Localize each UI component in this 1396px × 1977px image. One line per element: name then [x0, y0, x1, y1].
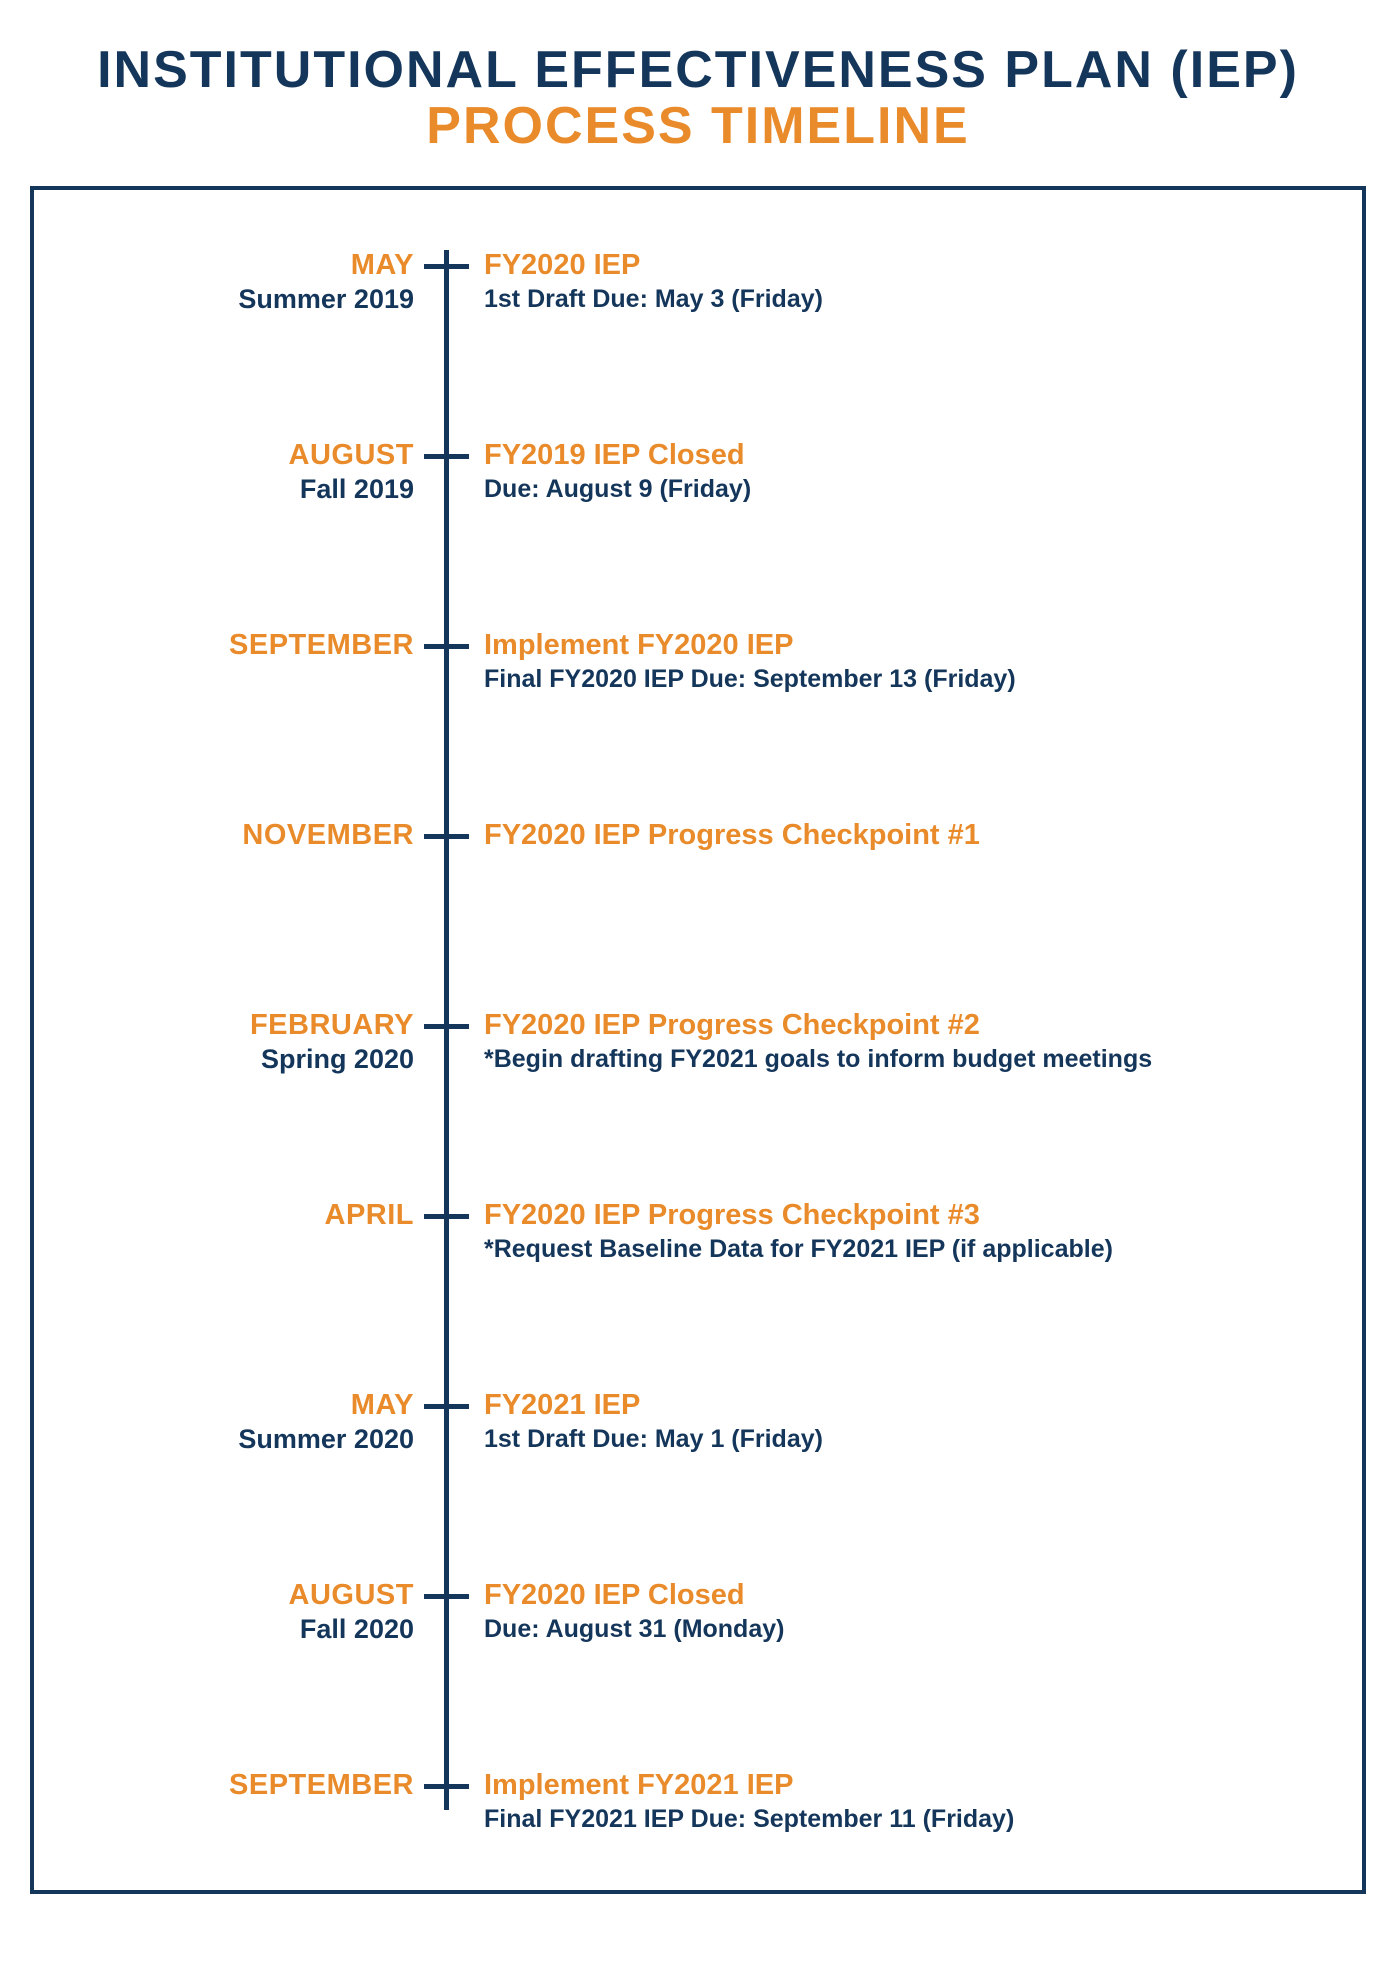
entry-season: Fall 2020: [74, 1614, 414, 1645]
entry-month: MAY: [74, 250, 414, 282]
tick-mark: [424, 1214, 469, 1219]
entry-right: FY2021 IEP1st Draft Due: May 1 (Friday): [484, 1390, 1322, 1454]
entry-season: Fall 2019: [74, 474, 414, 505]
entry-right: FY2020 IEP1st Draft Due: May 3 (Friday): [484, 250, 1322, 314]
entry-right: FY2020 IEP ClosedDue: August 31 (Monday): [484, 1580, 1322, 1644]
entry-headline: Implement FY2020 IEP: [484, 630, 1322, 662]
tick-mark: [424, 644, 469, 649]
entry-left: MAYSummer 2020: [74, 1390, 414, 1455]
entry-headline: FY2020 IEP Progress Checkpoint #3: [484, 1200, 1322, 1232]
entry-left: NOVEMBER: [74, 820, 414, 852]
entry-headline: FY2020 IEP Progress Checkpoint #2: [484, 1010, 1322, 1042]
entry-left: SEPTEMBER: [74, 1770, 414, 1802]
entry-left: MAYSummer 2019: [74, 250, 414, 315]
entry-headline: Implement FY2021 IEP: [484, 1770, 1322, 1802]
entry-left: SEPTEMBER: [74, 630, 414, 662]
timeline-frame: MAYSummer 2019FY2020 IEP1st Draft Due: M…: [30, 186, 1366, 1894]
timeline: MAYSummer 2019FY2020 IEP1st Draft Due: M…: [74, 250, 1322, 1810]
entry-month: APRIL: [74, 1200, 414, 1232]
entry-headline: FY2020 IEP Closed: [484, 1580, 1322, 1612]
entry-headline: FY2019 IEP Closed: [484, 440, 1322, 472]
entry-right: FY2020 IEP Progress Checkpoint #2*Begin …: [484, 1010, 1322, 1074]
entry-headline: FY2020 IEP Progress Checkpoint #1: [484, 820, 1322, 852]
entry-month: NOVEMBER: [74, 820, 414, 852]
tick-mark: [424, 1784, 469, 1789]
entry-right: FY2020 IEP Progress Checkpoint #3*Reques…: [484, 1200, 1322, 1264]
entry-right: FY2019 IEP ClosedDue: August 9 (Friday): [484, 440, 1322, 504]
entry-detail: *Request Baseline Data for FY2021 IEP (i…: [484, 1234, 1322, 1264]
entry-detail: 1st Draft Due: May 3 (Friday): [484, 284, 1322, 314]
entry-month: AUGUST: [74, 440, 414, 472]
entry-season: Summer 2019: [74, 284, 414, 315]
entry-month: MAY: [74, 1390, 414, 1422]
entry-detail: Final FY2021 IEP Due: September 11 (Frid…: [484, 1804, 1322, 1834]
tick-mark: [424, 834, 469, 839]
entry-month: FEBRUARY: [74, 1010, 414, 1042]
entry-right: Implement FY2021 IEPFinal FY2021 IEP Due…: [484, 1770, 1322, 1834]
entry-right: Implement FY2020 IEPFinal FY2020 IEP Due…: [484, 630, 1322, 694]
entry-season: Spring 2020: [74, 1044, 414, 1075]
entry-detail: *Begin drafting FY2021 goals to inform b…: [484, 1044, 1322, 1074]
entry-detail: 1st Draft Due: May 1 (Friday): [484, 1424, 1322, 1454]
entry-month: SEPTEMBER: [74, 630, 414, 662]
timeline-axis: [444, 250, 449, 1810]
tick-mark: [424, 454, 469, 459]
entry-left: AUGUSTFall 2020: [74, 1580, 414, 1645]
entry-detail: Final FY2020 IEP Due: September 13 (Frid…: [484, 664, 1322, 694]
entry-left: FEBRUARYSpring 2020: [74, 1010, 414, 1075]
tick-mark: [424, 1594, 469, 1599]
tick-mark: [424, 1024, 469, 1029]
entry-month: AUGUST: [74, 1580, 414, 1612]
entry-left: AUGUSTFall 2019: [74, 440, 414, 505]
entry-left: APRIL: [74, 1200, 414, 1232]
entry-right: FY2020 IEP Progress Checkpoint #1: [484, 820, 1322, 852]
entry-month: SEPTEMBER: [74, 1770, 414, 1802]
tick-mark: [424, 264, 469, 269]
title-block: INSTITUTIONAL EFFECTIVENESS PLAN (IEP) P…: [30, 40, 1366, 156]
title-line-1: INSTITUTIONAL EFFECTIVENESS PLAN (IEP): [30, 40, 1366, 100]
tick-mark: [424, 1404, 469, 1409]
entry-detail: Due: August 31 (Monday): [484, 1614, 1322, 1644]
entry-season: Summer 2020: [74, 1424, 414, 1455]
entry-headline: FY2021 IEP: [484, 1390, 1322, 1422]
title-line-2: PROCESS TIMELINE: [30, 96, 1366, 156]
entry-headline: FY2020 IEP: [484, 250, 1322, 282]
entry-detail: Due: August 9 (Friday): [484, 474, 1322, 504]
